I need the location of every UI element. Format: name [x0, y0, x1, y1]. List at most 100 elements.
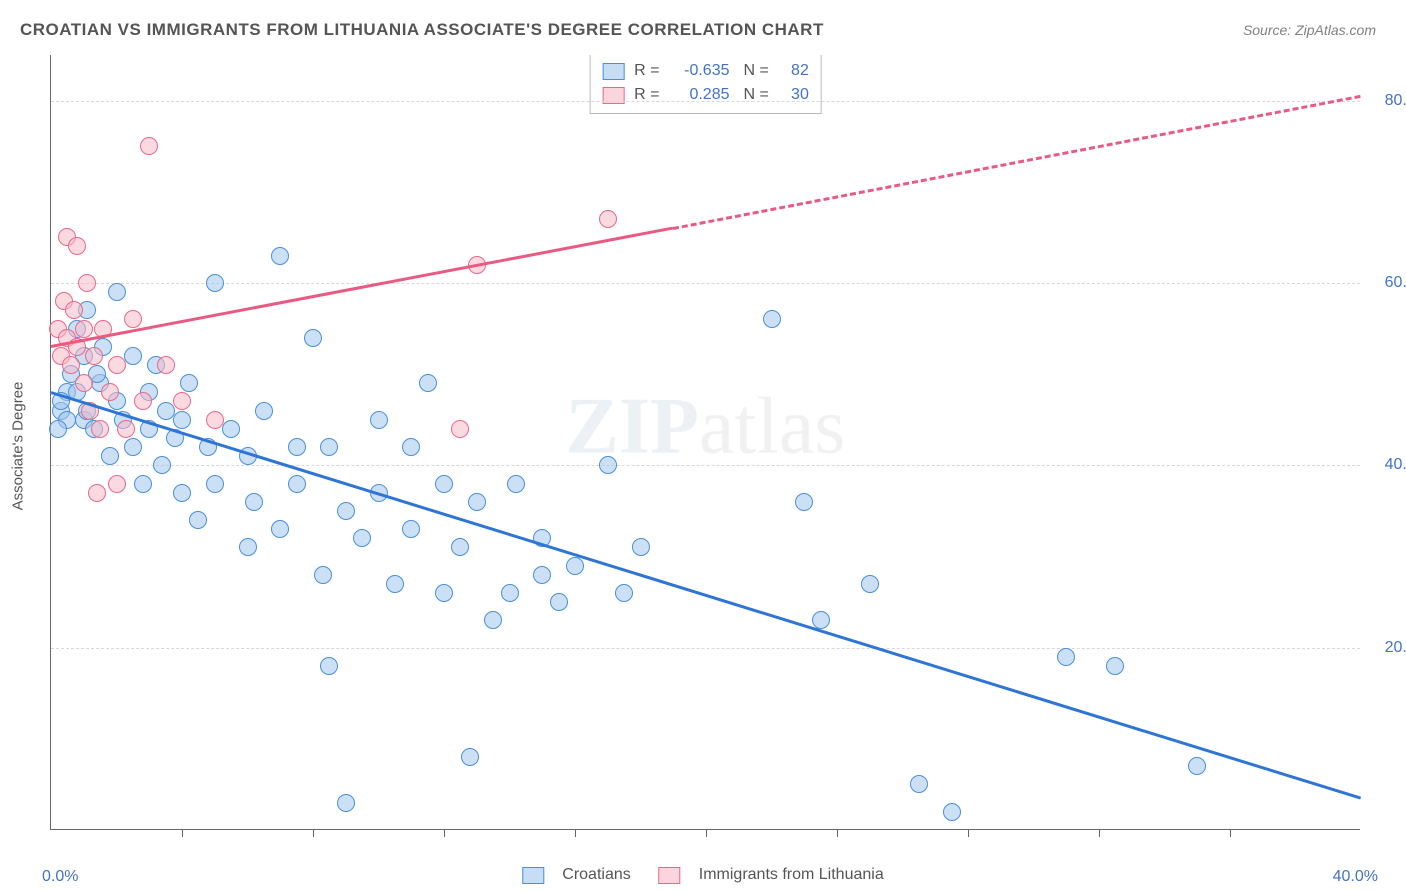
scatter-point-blue [124, 347, 142, 365]
scatter-point-blue [435, 584, 453, 602]
scatter-point-blue [550, 593, 568, 611]
scatter-point-pink [134, 392, 152, 410]
x-tick [837, 829, 838, 837]
x-tick [575, 829, 576, 837]
scatter-point-pink [62, 356, 80, 374]
trend-line [51, 227, 674, 348]
scatter-point-blue [206, 274, 224, 292]
scatter-point-blue [245, 493, 263, 511]
scatter-point-blue [435, 475, 453, 493]
legend: Croatians Immigrants from Lithuania [522, 866, 883, 884]
scatter-point-blue [910, 775, 928, 793]
scatter-point-blue [451, 538, 469, 556]
scatter-point-blue [320, 657, 338, 675]
scatter-point-blue [599, 456, 617, 474]
scatter-point-blue [222, 420, 240, 438]
scatter-point-blue [304, 329, 322, 347]
scatter-point-blue [566, 557, 584, 575]
gridline [51, 283, 1360, 284]
swatch-blue [522, 867, 544, 884]
scatter-point-pink [140, 137, 158, 155]
scatter-point-blue [189, 511, 207, 529]
scatter-point-blue [402, 520, 420, 538]
scatter-point-blue [1106, 657, 1124, 675]
scatter-point-blue [271, 247, 289, 265]
scatter-point-blue [1057, 648, 1075, 666]
gridline [51, 101, 1360, 102]
scatter-point-pink [88, 484, 106, 502]
scatter-point-blue [134, 475, 152, 493]
x-tick [313, 829, 314, 837]
scatter-point-pink [91, 420, 109, 438]
scatter-point-pink [173, 392, 191, 410]
x-axis-min-label: 0.0% [42, 868, 78, 886]
y-tick-label: 80.0% [1385, 92, 1406, 110]
trend-line [51, 391, 1362, 800]
y-tick-label: 20.0% [1385, 639, 1406, 657]
scatter-point-pink [117, 420, 135, 438]
scatter-point-pink [78, 274, 96, 292]
x-axis-max-label: 40.0% [1333, 868, 1378, 886]
chart-title: CROATIAN VS IMMIGRANTS FROM LITHUANIA AS… [20, 20, 824, 40]
gridline [51, 465, 1360, 466]
scatter-point-blue [533, 566, 551, 584]
scatter-point-pink [157, 356, 175, 374]
scatter-point-blue [501, 584, 519, 602]
stats-legend-box: R =-0.635 N =82 R =0.285 N =30 [589, 55, 822, 114]
x-tick [1099, 829, 1100, 837]
scatter-point-blue [337, 502, 355, 520]
scatter-point-blue [49, 420, 67, 438]
scatter-point-pink [108, 475, 126, 493]
y-tick-label: 60.0% [1385, 274, 1406, 292]
scatter-point-blue [386, 575, 404, 593]
scatter-point-blue [153, 456, 171, 474]
scatter-point-blue [239, 538, 257, 556]
scatter-point-blue [108, 283, 126, 301]
scatter-point-blue [206, 475, 224, 493]
scatter-point-blue [173, 411, 191, 429]
scatter-point-blue [255, 402, 273, 420]
scatter-point-blue [632, 538, 650, 556]
scatter-point-pink [68, 237, 86, 255]
x-tick [1230, 829, 1231, 837]
source-credit: Source: ZipAtlas.com [1243, 22, 1376, 38]
stats-row-blue: R =-0.635 N =82 [602, 59, 809, 83]
scatter-point-blue [288, 475, 306, 493]
scatter-point-blue [157, 402, 175, 420]
scatter-point-pink [75, 320, 93, 338]
scatter-point-blue [314, 566, 332, 584]
legend-item-croatians: Croatians [522, 866, 630, 884]
scatter-point-pink [85, 347, 103, 365]
scatter-point-blue [943, 803, 961, 821]
trend-line [673, 95, 1361, 230]
x-tick [182, 829, 183, 837]
scatter-point-pink [451, 420, 469, 438]
chart-plot-area: ZIPatlas R =-0.635 N =82 R =0.285 N =30 … [50, 55, 1360, 830]
legend-item-lithuania: Immigrants from Lithuania [659, 866, 884, 884]
y-tick-label: 40.0% [1385, 456, 1406, 474]
scatter-point-blue [173, 484, 191, 502]
scatter-point-pink [65, 301, 83, 319]
scatter-point-blue [402, 438, 420, 456]
x-tick [706, 829, 707, 837]
scatter-point-blue [353, 529, 371, 547]
scatter-point-blue [288, 438, 306, 456]
scatter-point-blue [461, 748, 479, 766]
x-tick [968, 829, 969, 837]
scatter-point-blue [1188, 757, 1206, 775]
scatter-point-pink [101, 383, 119, 401]
scatter-point-blue [507, 475, 525, 493]
scatter-point-blue [337, 794, 355, 812]
scatter-point-blue [861, 575, 879, 593]
scatter-point-blue [101, 447, 119, 465]
swatch-blue [602, 63, 624, 80]
x-tick [444, 829, 445, 837]
scatter-point-blue [180, 374, 198, 392]
scatter-point-pink [75, 374, 93, 392]
scatter-point-blue [795, 493, 813, 511]
stats-row-pink: R =0.285 N =30 [602, 83, 809, 107]
scatter-point-blue [124, 438, 142, 456]
scatter-point-pink [124, 310, 142, 328]
scatter-point-blue [370, 411, 388, 429]
scatter-point-blue [484, 611, 502, 629]
